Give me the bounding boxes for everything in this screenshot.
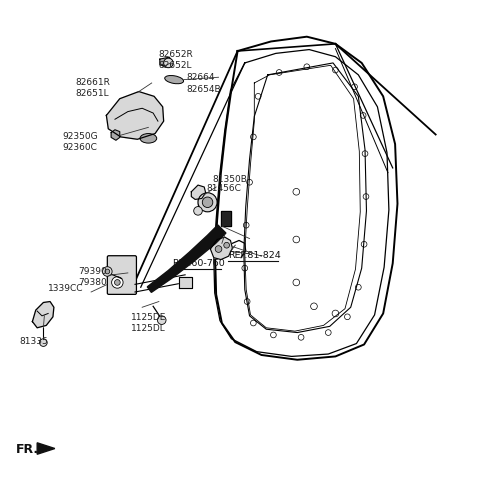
- Text: 82652R
82652L: 82652R 82652L: [158, 49, 192, 70]
- Circle shape: [202, 198, 213, 208]
- Text: 1339CC: 1339CC: [48, 284, 84, 293]
- Text: 79390
79380: 79390 79380: [79, 266, 108, 286]
- Circle shape: [103, 267, 112, 276]
- Polygon shape: [147, 226, 226, 293]
- Circle shape: [157, 316, 166, 325]
- Circle shape: [39, 339, 47, 347]
- Polygon shape: [33, 302, 54, 328]
- Polygon shape: [221, 211, 231, 227]
- Circle shape: [115, 280, 120, 286]
- Circle shape: [112, 277, 123, 288]
- Circle shape: [198, 193, 217, 212]
- Text: FR.: FR.: [16, 442, 39, 455]
- Polygon shape: [179, 277, 192, 288]
- Polygon shape: [111, 131, 120, 141]
- Polygon shape: [107, 92, 164, 140]
- Polygon shape: [160, 58, 172, 68]
- Polygon shape: [210, 238, 232, 260]
- Text: 81350B: 81350B: [212, 174, 247, 183]
- Circle shape: [105, 270, 110, 274]
- Polygon shape: [192, 186, 205, 200]
- FancyBboxPatch shape: [108, 256, 136, 295]
- Circle shape: [215, 246, 222, 253]
- Polygon shape: [37, 443, 55, 454]
- Text: 82664
82654B: 82664 82654B: [187, 73, 221, 94]
- Text: REF.81-824: REF.81-824: [228, 251, 281, 260]
- Text: 1125DE
1125DL: 1125DE 1125DL: [131, 312, 167, 333]
- Ellipse shape: [165, 76, 183, 84]
- Text: 81335: 81335: [20, 336, 48, 345]
- Text: 92350G
92360C: 92350G 92360C: [62, 132, 98, 152]
- Circle shape: [224, 243, 229, 249]
- Circle shape: [194, 207, 202, 216]
- Ellipse shape: [140, 134, 157, 144]
- Circle shape: [164, 59, 173, 69]
- Text: REF.60-760: REF.60-760: [172, 258, 225, 267]
- Text: 81456C: 81456C: [206, 184, 241, 193]
- Text: 82661R
82651L: 82661R 82651L: [75, 78, 110, 98]
